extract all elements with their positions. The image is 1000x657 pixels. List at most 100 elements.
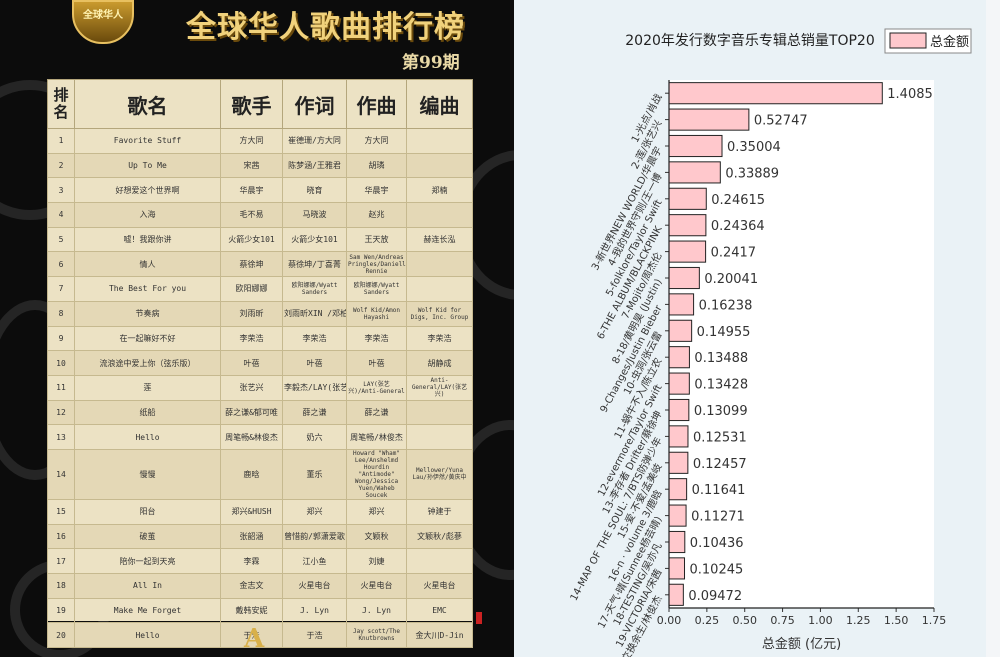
table-cell: Anti-General/LAY(张艺兴): [406, 374, 473, 401]
table-cell: 张艺兴: [220, 374, 283, 401]
table-cell: 8: [47, 300, 75, 327]
table-cell: 胡璘: [346, 152, 407, 179]
table-cell: 10: [47, 350, 75, 376]
table-cell: 鹿晗: [220, 448, 283, 500]
table-cell: Hello: [74, 424, 221, 450]
table-cell: 欧阳娜娜: [220, 276, 283, 302]
table-cell: 嘘！我跟你讲: [74, 226, 221, 253]
bar: [668, 346, 690, 369]
table-cell: 6: [47, 251, 75, 278]
table-row: 7 The Best For you 欧阳娜娜 欧阳娜娜/Wyatt Sanders 欧…: [47, 276, 473, 302]
table-cell: 赫连长泓: [406, 226, 473, 253]
window-edge-strip: [986, 0, 1000, 657]
corner-mark: [476, 612, 482, 624]
table-row: 14 慢慢 鹿晗 董乐 Howard "Wham" Lee/Anshelmd Hourd…: [47, 448, 473, 500]
table-row: 3 好想爱这个世界啊 华晨宇 晓育 华晨宇 郑楠: [47, 177, 473, 204]
bar: [668, 266, 700, 290]
table-cell: 入海: [74, 202, 221, 228]
table-cell: EMC: [406, 597, 473, 624]
table-cell: 20: [47, 622, 75, 649]
bar: [668, 451, 689, 474]
column-header: 排名: [47, 79, 75, 129]
bar-value-label: 0.09472: [688, 589, 742, 604]
table-row: 13 Hello 周笔畅&林俊杰 奶六 周笔畅/林俊杰: [47, 424, 473, 450]
table-cell: 2: [47, 152, 75, 179]
table-row: 4 入海 毛不易 马晓波 赵兆: [47, 202, 473, 228]
issue-number: 第99期: [402, 53, 460, 73]
table-cell: 薛之谦: [346, 399, 407, 426]
legend-swatch: [889, 32, 927, 49]
table-row: 16 破茧 张韶涵 曾惜韵/郭潇爱歌 文颖秋 文颖秋/彪蔘: [47, 523, 473, 550]
table-cell: 晓育: [282, 177, 347, 204]
table-cell: 郑楠: [406, 177, 473, 204]
bar-value-label: 0.10436: [690, 536, 744, 551]
table-cell: 文颖秋: [346, 523, 407, 550]
table-cell: 周笔畅&林俊杰: [220, 424, 283, 450]
table-cell: [406, 251, 473, 278]
table-cell: [406, 548, 473, 574]
x-tick-label: 0.25: [695, 614, 720, 627]
table-cell: Jay scott/The Knutbrowns: [346, 622, 407, 649]
table-cell: 钟建于: [406, 498, 473, 525]
table-cell: Hello: [74, 622, 221, 649]
column-header: 作词: [282, 79, 347, 129]
table-cell: 李霖: [220, 548, 283, 574]
table-cell: 金大川D-Jin: [406, 622, 473, 649]
table-cell: 14: [47, 448, 75, 500]
chart-panel: 0.00 0.25 0.50 0.75 1.00 1.25 1.50 1.75 1.4085 1-…: [514, 0, 1000, 657]
table-cell: 火箭少女101: [220, 226, 283, 253]
table-cell: 13: [47, 424, 75, 450]
table-cell: J. Lyn: [346, 597, 407, 624]
table-cell: 流浪途中爱上你（弦乐版）: [74, 350, 221, 376]
table-cell: 于浩: [282, 622, 347, 649]
bar-value-label: 0.33889: [725, 166, 779, 181]
table-cell: 崔德珊/方大同: [282, 128, 347, 154]
bar-value-label: 0.10245: [690, 562, 744, 577]
table-cell: 戴韩安妮: [220, 597, 283, 624]
table-row: 17 陪你一起到天亮 李霖 江小鱼 刘婕: [47, 548, 473, 574]
bar-value-label: 0.16238: [699, 298, 753, 313]
ranking-table-container: 排名 歌名 歌手 作词 作曲 编曲 1 Favorite Stuff 方大同 崔德珊/方大同 方大…: [47, 79, 473, 649]
table-row: 19 Make Me Forget 戴韩安妮 J. Lyn J. Lyn EMC: [47, 597, 473, 624]
table-cell: 李毅杰/LAY(张艺兴): [282, 374, 347, 401]
table-cell: 17: [47, 548, 75, 574]
bar: [668, 187, 707, 210]
column-header: 歌手: [220, 79, 283, 129]
table-cell: 叶蓓: [282, 350, 347, 376]
x-tick-label: 0.75: [770, 614, 795, 627]
table-cell: 于浩: [220, 622, 283, 649]
sales-bar-chart: 0.00 0.25 0.50 0.75 1.00 1.25 1.50 1.751.40851-…: [567, 28, 972, 657]
table-cell: 11: [47, 374, 75, 401]
bar: [668, 161, 721, 184]
bar: [668, 372, 690, 395]
table-cell: 金志文: [220, 573, 283, 599]
x-tick-label: 0.50: [732, 614, 757, 627]
table-cell: 火星电台: [282, 573, 347, 599]
table-row: 5 嘘！我跟你讲 火箭少女101 火箭少女101 王天放 赫连长泓: [47, 226, 473, 253]
table-cell: 节奏病: [74, 300, 221, 327]
table-cell: 3: [47, 177, 75, 204]
bar-value-label: 0.14955: [697, 325, 751, 340]
table-row: 9 在一起嘛好不好 李荣浩 李荣浩 李荣浩 李荣浩: [47, 325, 473, 352]
bar-value-label: 0.24364: [711, 219, 765, 234]
table-cell: 郑兴&HUSH: [220, 498, 283, 525]
table-cell: 宋茜: [220, 152, 283, 179]
table-cell: 莲: [74, 374, 221, 401]
table-cell: 薛之谦&郁可唯: [220, 399, 283, 426]
table-row: 15 阳台 郑兴&HUSH 郑兴 郑兴 钟建于: [47, 498, 473, 525]
x-axis-title: 总金额 (亿元): [762, 636, 841, 652]
table-cell: 慢慢: [74, 448, 221, 500]
table-cell: 火星电台: [346, 573, 407, 599]
bar: [668, 214, 707, 237]
table-cell: 江小鱼: [282, 548, 347, 574]
bar: [668, 82, 883, 105]
table-cell: 刘婕: [346, 548, 407, 574]
table-cell: 李荣浩: [220, 325, 283, 352]
table-row: 2 Up To Me 宋茜 陈梦涵/王雅君 胡璘: [47, 152, 473, 179]
table-cell: 赵兆: [346, 202, 407, 228]
table-cell: 4: [47, 202, 75, 228]
table-cell: 叶蓓: [346, 350, 407, 376]
table-row: 18 All In 金志文 火星电台 火星电台 火星电台: [47, 573, 473, 599]
table-cell: 蔡徐坤/丁喜菁: [282, 251, 347, 278]
